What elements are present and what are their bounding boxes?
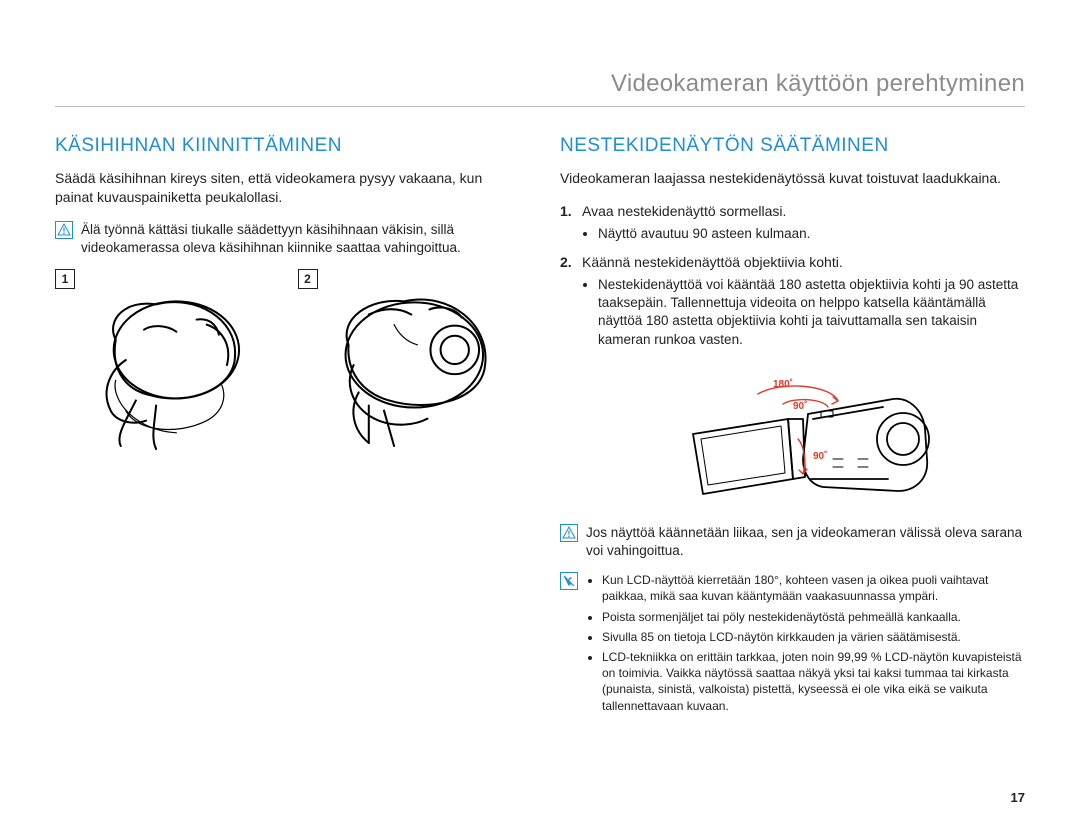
- figure-2: 2: [298, 269, 521, 451]
- warning-icon: [55, 221, 73, 239]
- left-heading: KÄSIHIHNAN KIINNITTÄMINEN: [55, 135, 520, 157]
- notes-list: Kun LCD-näyttöä kierretään 180°, kohteen…: [586, 572, 1025, 714]
- page-number: 17: [1011, 790, 1025, 805]
- angle-90-side-label: 90˚: [813, 450, 827, 462]
- figure-badge-2: 2: [298, 269, 318, 289]
- right-column: NESTEKIDENÄYTÖN SÄÄTÄMINEN Videokameran …: [560, 135, 1025, 730]
- left-figures-row: 1: [55, 269, 520, 451]
- angle-90-top-label: 90˚: [793, 400, 807, 412]
- figure-1: 1: [55, 269, 278, 451]
- right-warning-box: Jos näyttöä käännetään liikaa, sen ja vi…: [560, 524, 1025, 560]
- step-2-main: Käännä nestekidenäyttöä objektiivia koht…: [582, 254, 843, 270]
- note-2: Sivulla 85 on tietoja LCD-näytön kirkkau…: [602, 629, 1025, 645]
- figure-badge-1: 1: [55, 269, 75, 289]
- step-1: Avaa nestekidenäyttö sormellasi. Näyttö …: [560, 202, 1025, 243]
- left-column: KÄSIHIHNAN KIINNITTÄMINEN Säädä käsihihn…: [55, 135, 520, 730]
- right-heading: NESTEKIDENÄYTÖN SÄÄTÄMINEN: [560, 135, 1025, 157]
- step-2-sub-0: Nestekidenäyttöä voi kääntää 180 astetta…: [598, 276, 1025, 349]
- left-warning-text: Älä työnnä kättäsi tiukalle säädettyyn k…: [81, 221, 520, 257]
- angle-180-label: 180˚: [773, 378, 793, 390]
- step-1-sub-0: Näyttö avautuu 90 asteen kulmaan.: [598, 225, 1025, 243]
- note-icon: [560, 572, 578, 590]
- note-1: Poista sormenjäljet tai pöly nestekidenä…: [602, 609, 1025, 625]
- right-intro: Videokameran laajassa nestekidenäytössä …: [560, 169, 1025, 188]
- note-0: Kun LCD-näyttöä kierretään 180°, kohteen…: [602, 572, 1025, 604]
- left-warning-box: Älä työnnä kättäsi tiukalle säädettyyn k…: [55, 221, 520, 257]
- left-intro: Säädä käsihihnan kireys siten, että vide…: [55, 169, 520, 207]
- note-3: LCD-tekniikka on erittäin tarkkaa, joten…: [602, 649, 1025, 714]
- right-notes-box: Kun LCD-näyttöä kierretään 180°, kohteen…: [560, 572, 1025, 718]
- step-1-main: Avaa nestekidenäyttö sormellasi.: [582, 203, 786, 219]
- lcd-illustration: 180˚ 90˚ 90˚: [560, 359, 1025, 514]
- warning-icon: [560, 524, 578, 542]
- steps-list: Avaa nestekidenäyttö sormellasi. Näyttö …: [560, 202, 1025, 349]
- step-2: Käännä nestekidenäyttöä objektiivia koht…: [560, 253, 1025, 349]
- chapter-title: Videokameran käyttöön perehtyminen: [55, 70, 1025, 107]
- right-warning-text: Jos näyttöä käännetään liikaa, sen ja vi…: [586, 524, 1025, 560]
